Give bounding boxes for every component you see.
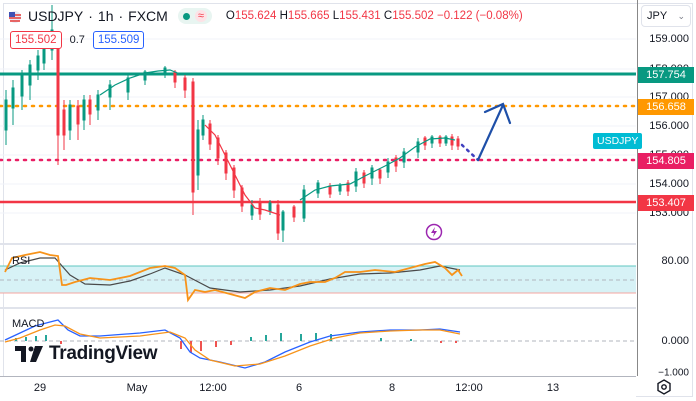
separator: ·: [118, 8, 124, 24]
sell-button[interactable]: 155.502: [10, 31, 62, 49]
time-tick: 8: [388, 382, 396, 394]
time-tick: May: [126, 382, 148, 394]
price-tick: 156.000: [649, 120, 689, 132]
exchange: FXCM: [128, 8, 168, 24]
ohlc-values: O155.624 H155.665 L155.431 C155.502 −0.1…: [225, 10, 523, 22]
lightning-icon[interactable]: [425, 223, 443, 241]
rsi-line: [4, 251, 463, 303]
pivot-price-tag: 154.805: [638, 153, 694, 169]
time-tick: 12:00: [455, 382, 483, 394]
market-status-pill[interactable]: ≈: [177, 8, 212, 24]
tradingview-logo[interactable]: TradingView: [15, 343, 158, 365]
price-tick: 154.000: [649, 178, 689, 190]
tradingview-wordmark: TradingView: [49, 343, 158, 364]
symbol-tag: USDJPY: [593, 133, 643, 149]
chart-header: USDJPY · 1h · FXCM ≈ O155.624 H155.665 L…: [8, 8, 523, 24]
rsi-tick: 80.00: [661, 255, 689, 267]
macd-tick: 0.000: [661, 335, 689, 347]
price-tick: 159.000: [649, 33, 689, 45]
symbol-name[interactable]: USDJPY: [28, 8, 84, 24]
time-tick: 29: [33, 382, 47, 394]
macd-tick: −1.000: [658, 367, 689, 379]
chart-plot-area[interactable]: [0, 0, 636, 376]
chevron-down-icon: ⌄: [677, 10, 685, 21]
candles: [4, 5, 460, 242]
wave-icon: ≈: [194, 10, 207, 22]
tradingview-logo-icon: [15, 346, 43, 362]
macd-label[interactable]: MACD: [12, 318, 45, 330]
target-price-tag: 156.658: [638, 99, 694, 115]
macd-line: [4, 319, 461, 369]
settings-gear-icon[interactable]: [655, 378, 673, 396]
time-tick: 12:00: [199, 382, 227, 394]
trade-buttons: 155.502 0.7 155.509: [10, 31, 145, 49]
projection-dotted: [460, 143, 480, 162]
market-open-dot-icon: [182, 12, 190, 20]
resistance-price-tag: 157.754: [638, 67, 694, 83]
change-value: −0.122 (−0.08%): [436, 10, 523, 22]
us-flag-icon: [8, 10, 22, 23]
projection-arrow: [476, 102, 512, 162]
rsi-label[interactable]: RSI: [12, 255, 31, 267]
signal-line: [4, 324, 461, 367]
price-axis[interactable]: 159.000 158.000 157.000 156.000 155.000 …: [637, 0, 696, 379]
spread-value: 0.7: [69, 34, 85, 46]
time-tick: 13: [546, 382, 560, 394]
interval[interactable]: 1h: [97, 8, 114, 24]
separator: ·: [88, 8, 93, 24]
currency-selector[interactable]: JPY ⌄: [641, 5, 691, 27]
support-price-tag: 153.407: [638, 195, 694, 211]
time-axis[interactable]: 29 May 12:00 6 8 12:00 13: [0, 376, 636, 401]
time-tick: 6: [295, 382, 303, 394]
buy-button[interactable]: 155.509: [92, 31, 145, 49]
macd-histogram: [15, 333, 457, 353]
